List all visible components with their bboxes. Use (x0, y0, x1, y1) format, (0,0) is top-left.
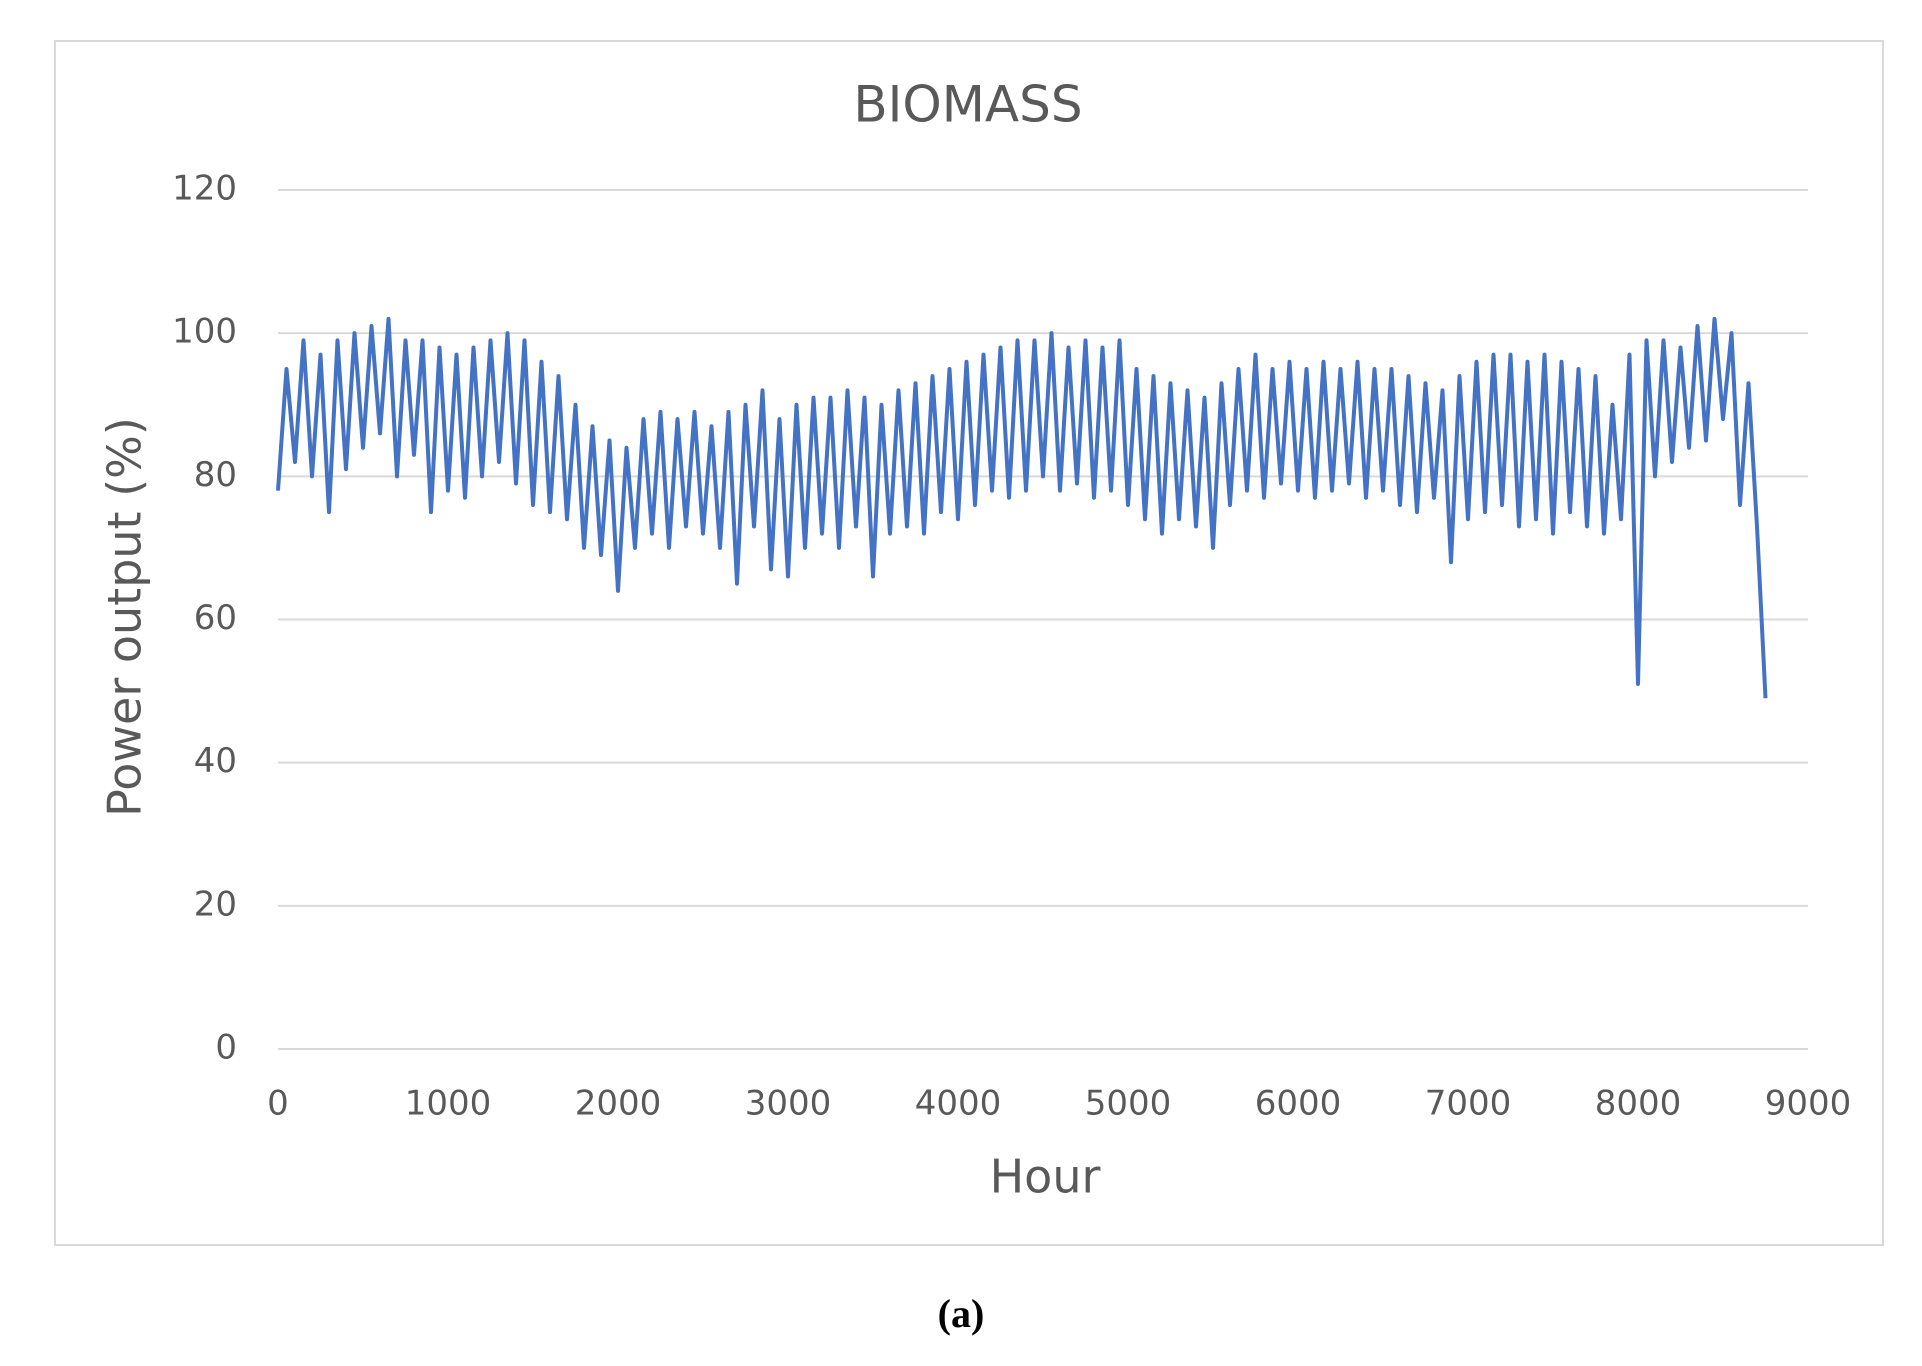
x-tick-label: 9000 (1765, 1084, 1852, 1124)
x-tick-label: 3000 (745, 1084, 832, 1124)
chart-frame (54, 40, 1884, 1246)
x-tick-label: 1000 (405, 1084, 492, 1124)
data-line (276, 316, 1768, 699)
x-tick-label: 2000 (575, 1084, 662, 1124)
chart-title: BIOMASS (853, 76, 1082, 134)
y-tick-label: 40 (194, 741, 237, 781)
y-tick-label: 0 (215, 1028, 237, 1068)
y-tick-label: 60 (194, 598, 237, 638)
y-tick-label: 100 (172, 312, 237, 352)
y-axis-title: Power output (%) (98, 417, 152, 817)
x-axis-title: Hour (990, 1150, 1101, 1204)
x-tick-label: 0 (267, 1084, 289, 1124)
y-tick-label: 20 (194, 884, 237, 924)
x-tick-label: 6000 (1255, 1084, 1342, 1124)
x-tick-label: 8000 (1595, 1084, 1682, 1124)
x-tick-label: 5000 (1085, 1084, 1172, 1124)
x-tick-label: 7000 (1425, 1084, 1512, 1124)
caption: (a) (938, 1291, 985, 1336)
y-tick-label: 80 (194, 455, 237, 495)
x-tick-label: 4000 (915, 1084, 1002, 1124)
y-tick-label: 120 (172, 169, 237, 209)
